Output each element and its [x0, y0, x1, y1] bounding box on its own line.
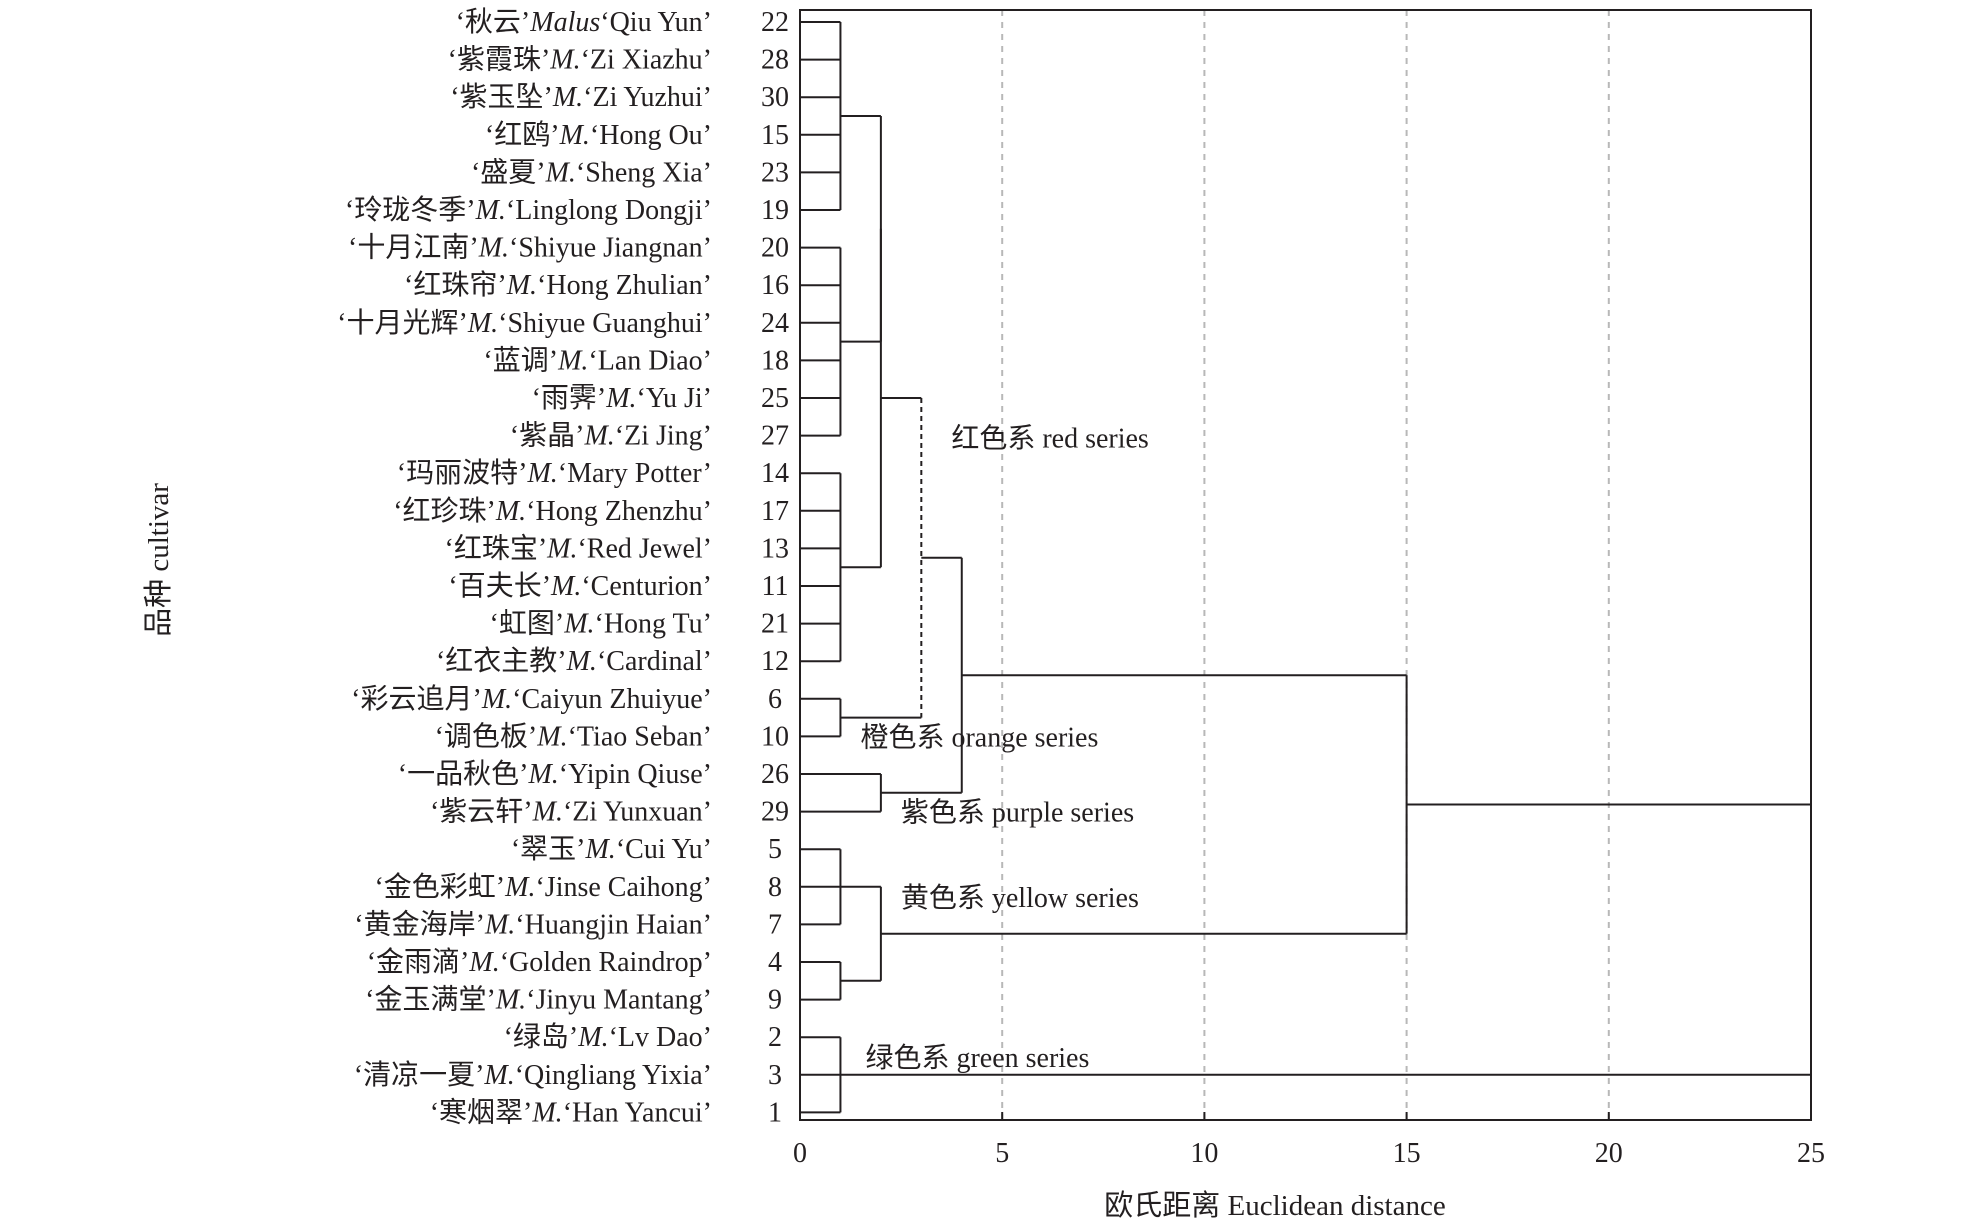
leaf-number: 18	[761, 345, 789, 376]
leaf-number: 27	[761, 421, 789, 452]
x-tick-label: 5	[995, 1138, 1009, 1169]
leaf-label: ‘紫霞珠’M.‘Zi Xiazhu’	[448, 44, 712, 76]
leaf-label: ‘盛夏’M.‘Sheng Xia’	[471, 156, 712, 188]
leaf-number: 24	[761, 308, 789, 339]
leaf-label: ‘清凉一夏’M.‘Qingliang Yixia’	[354, 1059, 712, 1091]
leaf-label: ‘红鸥’M.‘Hong Ou’	[485, 119, 712, 151]
x-tick-label: 20	[1595, 1138, 1623, 1169]
leaf-number: 11	[762, 571, 789, 602]
x-tick-label: 10	[1190, 1138, 1218, 1169]
leaf-label: ‘红珠宝’M.‘Red Jewel’	[445, 532, 713, 564]
x-tick-label: 25	[1797, 1138, 1825, 1169]
leaf-label: ‘红衣主教’M.‘Cardinal’	[436, 645, 712, 677]
leaf-label: ‘调色板’M.‘Tiao Seban’	[435, 720, 712, 752]
leaf-number: 30	[761, 82, 789, 113]
series-annotation-purple: 紫色系 purple series	[901, 797, 1134, 829]
leaf-number: 26	[761, 759, 789, 790]
plot-frame	[799, 9, 1812, 1121]
leaf-label: ‘金色彩虹’M.‘Jinse Caihong’	[374, 871, 712, 903]
leaf-label: ‘翠玉’M.‘Cui Yu’	[511, 834, 712, 865]
leaf-label: ‘紫云轩’M.‘Zi Yunxuan’	[430, 796, 712, 828]
leaf-number: 3	[768, 1060, 782, 1091]
leaf-number: 8	[768, 872, 782, 903]
series-annotations: 红色系 red series 橙色系 orange series 紫色系 purpl…	[860, 423, 1148, 1075]
leaf-label: ‘百夫长’M.‘Centurion’	[448, 570, 712, 602]
leaf-label: ‘虹图’M.‘Hong Tu’	[490, 608, 712, 640]
leaf-label: ‘一品秋色’M.‘Yipin Qiuse’	[398, 758, 712, 790]
leaf-number: 9	[768, 985, 782, 1016]
leaf-number: 12	[761, 646, 789, 677]
leaf-number: 14	[761, 458, 789, 489]
leaf-number: 7	[768, 909, 782, 940]
leaf-label: ‘十月江南’M.‘Shiyue Jiangnan’	[348, 232, 712, 264]
leaf-number: 15	[761, 120, 789, 151]
leaf-label: ‘玛丽波特’M.‘Mary Potter’	[397, 457, 712, 489]
series-annotation-green: 绿色系 green series	[865, 1042, 1089, 1074]
leaf-label: ‘雨霁’M.‘Yu Ji’	[532, 383, 712, 414]
leaf-number: 13	[761, 533, 789, 564]
leaf-number: 29	[761, 797, 789, 828]
y-axis-label: 品种 cultivar	[142, 483, 175, 637]
x-tick-label: 15	[1393, 1138, 1421, 1169]
leaf-number: 28	[761, 45, 789, 76]
x-tick-label: 0	[793, 1138, 807, 1169]
leaf-label: ‘彩云追月’M.‘Caiyun Zhuiyue’	[351, 683, 712, 715]
dendrogram-tree	[800, 21, 1812, 1114]
leaf-number: 17	[761, 496, 789, 527]
leaf-labels: ‘秋云’Malus‘Qiu Yun’ 22‘紫霞珠’M.‘Zi Xiazhu’ 28…	[337, 6, 789, 1128]
x-axis-label: 欧氏距离 Euclidean distance	[1104, 1189, 1445, 1221]
leaf-label: ‘蓝调’M.‘Lan Diao’	[483, 344, 712, 376]
leaf-number: 23	[761, 157, 789, 188]
leaf-number: 16	[761, 270, 789, 301]
leaf-number: 5	[768, 834, 782, 865]
leaf-number: 25	[761, 383, 789, 414]
leaf-label: ‘红珠帘’M.‘Hong Zhulian’	[404, 269, 712, 301]
leaf-number: 22	[761, 7, 789, 38]
grid-layer	[1001, 10, 1610, 1120]
leaf-label: ‘玲珑冬季’M.‘Linglong Dongji’	[345, 194, 712, 226]
leaf-number: 10	[761, 721, 789, 752]
leaf-label: ‘寒烟翠’M.‘Han Yancui’	[430, 1096, 712, 1128]
leaf-label: ‘黄金海岸’M.‘Huangjin Haian’	[354, 908, 712, 940]
leaf-label: ‘红珍珠’M.‘Hong Zhenzhu’	[393, 495, 712, 527]
series-annotation-red: 红色系 red series	[951, 423, 1149, 455]
leaf-label: ‘秋云’Malus‘Qiu Yun’	[456, 6, 712, 38]
leaf-label: ‘紫晶’M.‘Zi Jing’	[510, 421, 712, 452]
leaf-label: ‘紫玉坠’M.‘Zi Yuzhui’	[450, 81, 712, 113]
leaf-label: ‘十月光辉’M.‘Shiyue Guanghui’	[337, 307, 712, 339]
leaf-label: ‘绿岛’M.‘Lv Dao’	[504, 1021, 712, 1053]
leaf-number: 20	[761, 233, 789, 264]
leaf-number: 1	[768, 1097, 782, 1128]
leaf-number: 2	[768, 1022, 782, 1053]
series-annotation-yellow: 黄色系 yellow series	[901, 882, 1139, 914]
leaf-number: 21	[761, 609, 789, 640]
leaf-number: 19	[761, 195, 789, 226]
leaf-number: 6	[768, 684, 782, 715]
leaf-label: ‘金雨滴’M.‘Golden Raindrop’	[367, 946, 712, 978]
series-annotation-orange: 橙色系 orange series	[860, 721, 1098, 753]
leaf-label: ‘金玉满堂’M.‘Jinyu Mantang’	[365, 984, 712, 1016]
leaf-number: 4	[768, 947, 782, 978]
x-axis-ticks: 0 5 10 15 20 25	[793, 1112, 1825, 1169]
